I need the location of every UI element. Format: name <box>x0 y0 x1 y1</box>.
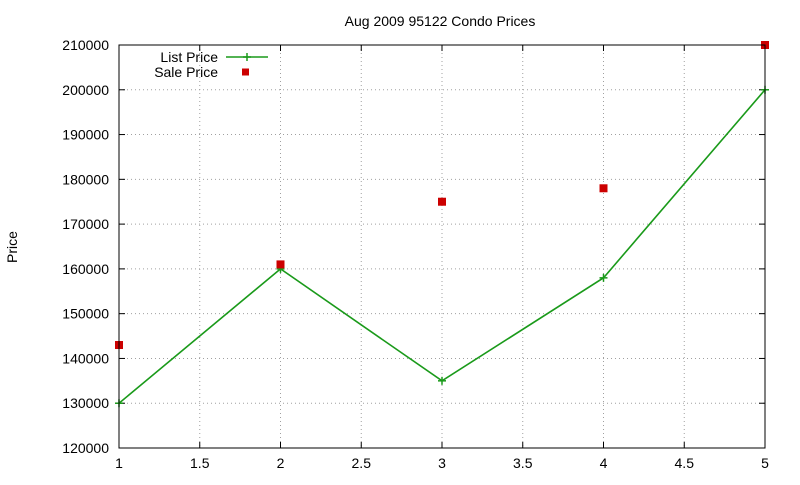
sale-price-series <box>115 41 769 350</box>
legend-label: Sale Price <box>154 64 218 80</box>
tick-labels: 1 1.5 2 2.5 3 3.5 4 4.5 5 120000 130000 140000 15000… <box>62 37 769 471</box>
grid <box>119 45 765 448</box>
y-tick-label: 160000 <box>62 261 109 277</box>
legend-item-list-price: List Price <box>160 49 268 65</box>
y-axis-label: Price <box>4 231 20 263</box>
x-tick-label: 4.5 <box>675 455 695 471</box>
y-tick-label: 130000 <box>62 395 109 411</box>
y-tick-label: 140000 <box>62 350 109 366</box>
y-tick-label: 210000 <box>62 37 109 53</box>
y-tick-label: 190000 <box>62 127 109 143</box>
x-tick-label: 1.5 <box>190 455 210 471</box>
y-tick-label: 200000 <box>62 82 109 98</box>
list-price-line <box>118 89 766 404</box>
legend-item-sale-price: Sale Price <box>154 64 249 80</box>
list-price-point <box>599 273 608 282</box>
sale-price-point <box>276 260 285 269</box>
x-tick-label: 2.5 <box>352 455 372 471</box>
x-tick-label: 1 <box>115 455 123 471</box>
y-tick-label: 120000 <box>62 440 109 456</box>
series <box>115 41 769 408</box>
plot-frame <box>118 44 766 449</box>
x-tick-label: 2 <box>277 455 285 471</box>
y-tick-label: 180000 <box>62 171 109 187</box>
sale-price-point <box>599 184 608 193</box>
y-tick-label: 150000 <box>62 306 109 322</box>
legend-label: List Price <box>160 49 218 65</box>
x-tick-label: 4 <box>600 455 608 471</box>
legend-marker <box>243 53 251 61</box>
x-tick-label: 3 <box>438 455 446 471</box>
legend-marker <box>242 68 249 76</box>
x-tick-label: 3.5 <box>513 455 533 471</box>
x-tick-label: 5 <box>761 455 769 471</box>
y-tick-label: 170000 <box>62 216 109 232</box>
chart-title: Aug 2009 95122 Condo Prices <box>345 13 536 29</box>
list-price-point <box>438 376 446 385</box>
sale-price-point <box>438 197 446 206</box>
